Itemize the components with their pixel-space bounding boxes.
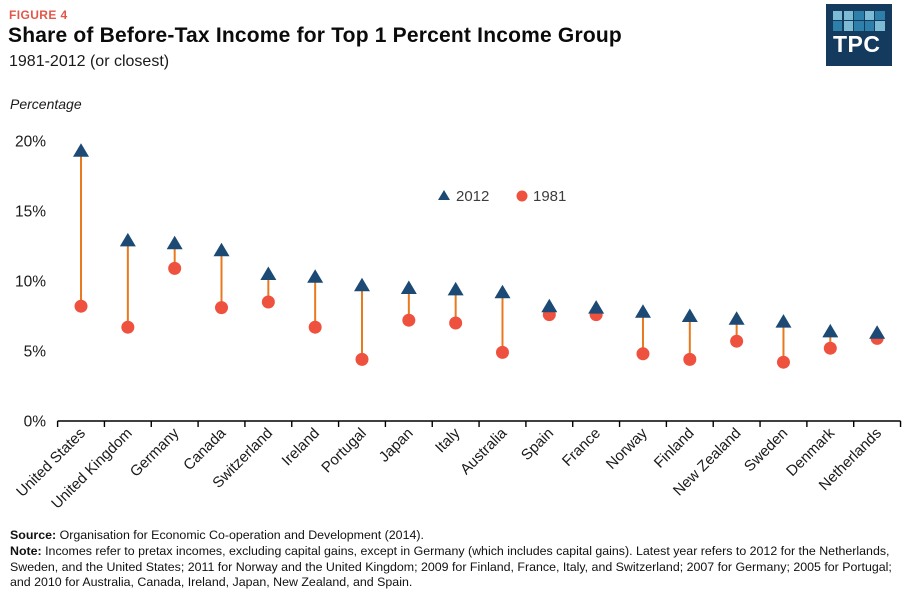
tpc-logo-squares-icon [833, 11, 885, 31]
tpc-logo-square [864, 11, 875, 21]
marker-circle-1981 [402, 313, 416, 327]
y-tick-label: 20% [15, 134, 46, 151]
x-category-label: Norway [603, 424, 651, 472]
marker-triangle-2012 [119, 232, 136, 247]
marker-triangle-2012 [400, 280, 417, 294]
legend-label-1981: 1981 [533, 188, 566, 205]
y-axis-unit-label: Percentage [10, 96, 82, 112]
marker-triangle-2012 [73, 143, 90, 157]
source-text: Organisation for Economic Co-operation a… [56, 528, 424, 542]
marker-circle-1981 [636, 347, 650, 361]
x-category-label: Germany [127, 424, 183, 480]
x-category-label: Japan [376, 425, 417, 466]
x-category-label: Portugal [318, 425, 370, 477]
x-category-label: Ireland [279, 425, 323, 469]
tpc-logo-square [864, 21, 875, 31]
marker-circle-1981 [215, 301, 229, 315]
x-category-label: Australia [457, 424, 511, 478]
x-category-label: France [559, 425, 604, 470]
tpc-logo: TPC [826, 4, 892, 66]
marker-circle-1981 [823, 341, 837, 355]
marker-triangle-2012 [260, 266, 277, 280]
tpc-logo-square [833, 11, 843, 21]
marker-triangle-2012 [588, 300, 605, 314]
marker-triangle-2012 [634, 304, 651, 318]
source-line: Source: Organisation for Economic Co-ope… [10, 528, 896, 544]
marker-triangle-2012 [213, 242, 230, 257]
footer-notes: Source: Organisation for Economic Co-ope… [10, 528, 896, 591]
marker-triangle-2012 [869, 325, 886, 339]
tpc-logo-square [854, 11, 864, 21]
legend-circle-icon [516, 190, 528, 202]
figure-label: FIGURE 4 [9, 8, 68, 22]
marker-triangle-2012 [541, 298, 558, 313]
y-tick-label: 10% [15, 274, 46, 291]
marker-circle-1981 [449, 316, 463, 330]
marker-triangle-2012 [775, 314, 792, 328]
tpc-logo-square [875, 11, 885, 21]
marker-triangle-2012 [447, 281, 464, 296]
x-category-label: Italy [432, 424, 464, 456]
marker-triangle-2012 [822, 323, 839, 338]
marker-circle-1981 [168, 261, 182, 275]
legend-label-2012: 2012 [456, 188, 489, 205]
marker-circle-1981 [730, 334, 744, 348]
legend-triangle-icon [438, 190, 450, 200]
marker-circle-1981 [308, 320, 322, 334]
marker-circle-1981 [355, 352, 369, 366]
marker-circle-1981 [776, 355, 790, 369]
marker-triangle-2012 [166, 235, 183, 250]
source-label: Source: [10, 528, 57, 542]
tpc-logo-square [843, 11, 853, 21]
marker-circle-1981 [683, 352, 697, 366]
x-category-label: United Kingdom [48, 425, 135, 512]
tpc-logo-square [833, 21, 843, 31]
marker-circle-1981 [261, 295, 275, 309]
marker-circle-1981 [74, 299, 88, 313]
figure-title: Share of Before-Tax Income for Top 1 Per… [8, 24, 622, 47]
y-tick-label: 5% [24, 344, 47, 361]
y-tick-label: 0% [24, 414, 47, 431]
tpc-logo-square [875, 21, 885, 31]
tpc-logo-text: TPC [833, 30, 881, 57]
note-text: Incomes refer to pretax incomes, excludi… [10, 543, 892, 590]
marker-circle-1981 [121, 320, 135, 334]
marker-triangle-2012 [494, 284, 511, 299]
note-line: Note: Incomes refer to pretax incomes, e… [10, 544, 896, 591]
tpc-logo-square [843, 21, 853, 31]
figure-subtitle: 1981-2012 (or closest) [9, 53, 170, 70]
y-tick-label: 15% [15, 204, 46, 221]
marker-triangle-2012 [681, 308, 698, 322]
x-category-label: Spain [518, 425, 557, 464]
marker-triangle-2012 [353, 277, 370, 292]
marker-circle-1981 [495, 345, 509, 359]
x-category-label: Finland [651, 425, 698, 472]
note-label: Note: [10, 543, 42, 558]
marker-triangle-2012 [307, 269, 324, 283]
tpc-logo-square [854, 21, 864, 31]
marker-triangle-2012 [728, 311, 745, 325]
